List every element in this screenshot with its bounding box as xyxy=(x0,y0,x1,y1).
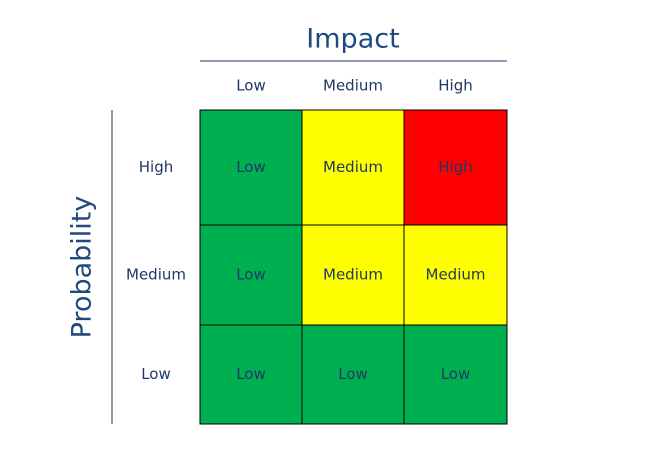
row-header: High xyxy=(139,158,173,176)
grid: Low Medium High Low Medium Medium Low Low Low xyxy=(199,109,508,425)
row-header: Low xyxy=(141,365,171,383)
cell-label: Medium xyxy=(323,266,383,284)
cell-label: Medium xyxy=(323,158,383,176)
column-header: High xyxy=(438,77,472,95)
cell xyxy=(403,109,508,226)
cell xyxy=(301,324,405,425)
cell xyxy=(403,224,508,326)
cell-label: Low xyxy=(338,365,368,383)
column-header: Low xyxy=(236,77,266,95)
cell xyxy=(199,224,303,326)
cell-label: Low xyxy=(236,158,266,176)
side-label: Probability xyxy=(67,196,98,339)
title: Impact xyxy=(306,24,399,55)
cell-label: High xyxy=(438,158,472,176)
cell xyxy=(199,324,303,425)
cell-label: Medium xyxy=(426,266,486,284)
column-header: Medium xyxy=(323,77,383,95)
cell xyxy=(199,109,303,226)
row-header: Medium xyxy=(126,266,186,284)
cell-label: Low xyxy=(441,365,471,383)
cell xyxy=(403,324,508,425)
cell-label: Low xyxy=(236,266,266,284)
cell xyxy=(301,109,405,226)
cell-label: Low xyxy=(236,365,266,383)
